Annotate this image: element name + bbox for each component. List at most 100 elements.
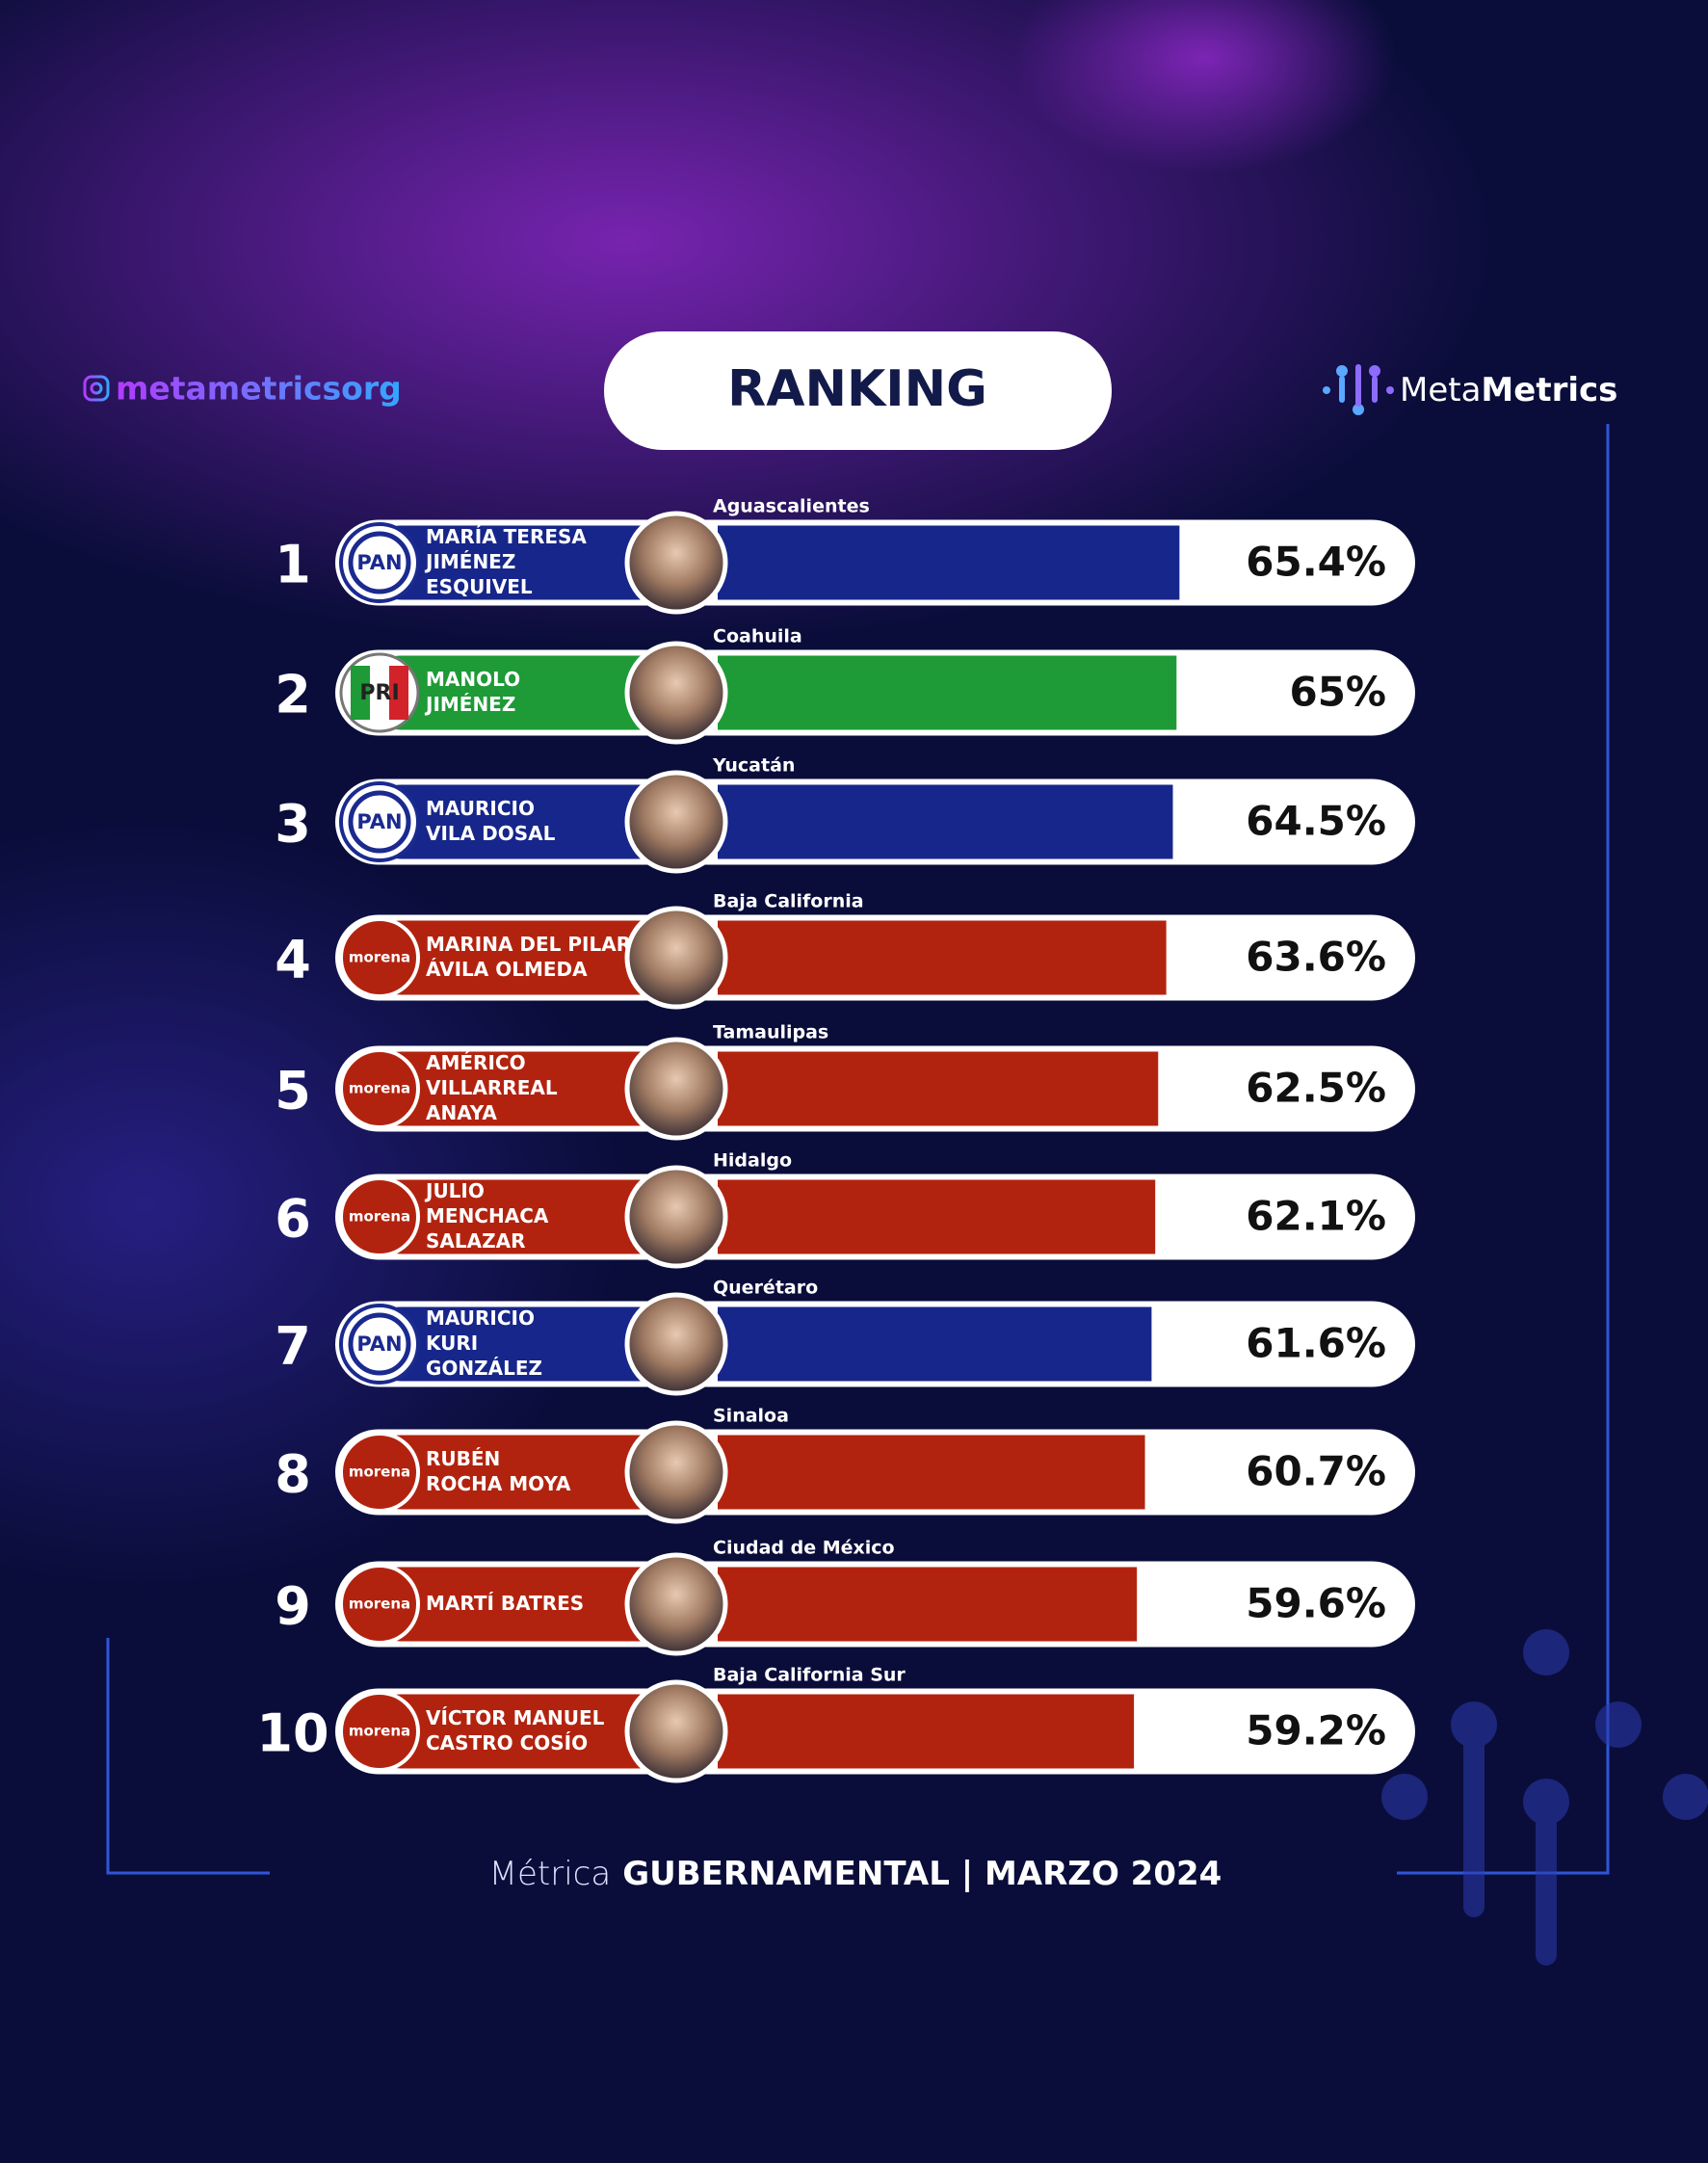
value-label: 60.7%	[1246, 1448, 1386, 1495]
party-name: morena	[349, 1208, 410, 1226]
candidate-photo	[624, 641, 728, 745]
ranking-row: 2 PRI MANOLO JIMÉNEZ Coahuila 65%	[275, 626, 1415, 745]
bar	[718, 1694, 1135, 1769]
party-name: morena	[349, 949, 410, 966]
party-logo	[339, 917, 420, 998]
ranking-row: 10 morena VÍCTOR MANUEL CASTRO COSÍO Baja Ca…	[256, 1665, 1415, 1783]
party-logo	[339, 1432, 420, 1513]
bar	[718, 1567, 1138, 1642]
decor-dots	[1381, 1629, 1708, 1965]
candidate-photo	[624, 1165, 728, 1269]
footer: Métrica GUBERNAMENTAL | MARZO 2024	[489, 1855, 1222, 1893]
ranking-row: 5 morena AMÉRICO VILLARREAL ANAYA Tamaulipas 6…	[275, 1022, 1415, 1141]
candidate-name: MAURICIO VILA DOSAL	[426, 797, 556, 845]
rank: 7	[275, 1316, 311, 1377]
value-label: 64.5%	[1246, 798, 1386, 845]
party-logo	[339, 1176, 420, 1257]
party-name: PAN	[356, 551, 402, 574]
bar	[718, 525, 1180, 600]
ranking-row: 1 PAN MARÍA TERESA JIMÉNEZ ESQUIVEL Aguascali…	[275, 496, 1415, 615]
state: Querétaro	[713, 1278, 818, 1299]
party-name: PAN	[356, 1332, 402, 1356]
party-logo	[339, 1048, 420, 1129]
candidate-photo	[624, 770, 728, 874]
state: Sinaloa	[713, 1406, 789, 1427]
candidate-name: MARÍA TERESA JIMÉNEZ ESQUIVEL	[424, 525, 587, 598]
brand-logo: MetaMetrics	[1400, 371, 1617, 409]
state: Baja California Sur	[713, 1665, 906, 1686]
glow	[0, 819, 626, 1590]
rank: 3	[275, 794, 311, 855]
rank: 4	[275, 930, 311, 990]
value-label: 65.4%	[1246, 539, 1386, 586]
party-logo-ring	[348, 790, 411, 854]
value-label: 62.1%	[1246, 1193, 1386, 1240]
party-name: morena	[349, 1080, 410, 1097]
candidate-photo	[624, 1679, 728, 1783]
candidate-photo	[624, 1037, 728, 1141]
brand-bold: Metrics	[1481, 371, 1617, 409]
state: Ciudad de México	[713, 1538, 895, 1559]
party-logo-ring	[348, 531, 411, 594]
rank: 6	[275, 1189, 311, 1250]
state: Baja California	[713, 891, 864, 912]
state: Yucatán	[712, 755, 795, 777]
candidate-photo	[624, 1552, 728, 1656]
ranking-row: 9 morena MARTÍ BATRES Ciudad de México 59.6%	[275, 1538, 1415, 1656]
footer-light: Métrica	[489, 1855, 612, 1893]
frame-line	[106, 1638, 270, 1875]
brand-light: Meta	[1400, 371, 1481, 409]
party-name: morena	[349, 1723, 410, 1740]
handle: metametricsorg	[116, 370, 402, 408]
footer-bold: GUBERNAMENTAL | MARZO 2024	[622, 1855, 1222, 1893]
bar	[718, 1051, 1159, 1126]
bar	[718, 920, 1167, 995]
value-label: 59.2%	[1246, 1707, 1386, 1754]
candidate-name: JULIO MENCHACA SALAZAR	[424, 1179, 549, 1253]
bar	[718, 1435, 1145, 1510]
bar	[718, 784, 1173, 859]
candidate-name: MARTÍ BATRES	[426, 1592, 584, 1615]
state: Hidalgo	[713, 1150, 792, 1172]
brand-icon	[1323, 364, 1394, 415]
party-name: PAN	[356, 810, 402, 833]
party-logo-red	[389, 666, 408, 720]
rank: 8	[275, 1444, 311, 1505]
state: Coahuila	[713, 626, 802, 647]
candidate-photo	[624, 511, 728, 615]
candidate-name: AMÉRICO VILLARREAL ANAYA	[426, 1051, 558, 1124]
ranking-row: 6 morena JULIO MENCHACA SALAZAR Hidalgo 62.1%	[275, 1150, 1415, 1269]
candidate-photo	[624, 906, 728, 1010]
value-label: 59.6%	[1246, 1580, 1386, 1627]
ranking-row: 7 PAN MAURICIO KURI GONZÁLEZ Querétaro 61.6%	[275, 1278, 1415, 1396]
ranking-row: 4 morena MARINA DEL PILAR ÁVILA OLMEDA Baja …	[275, 891, 1415, 1010]
value-label: 61.6%	[1246, 1320, 1386, 1367]
value-label: 62.5%	[1246, 1065, 1386, 1112]
party-logo-green	[351, 666, 370, 720]
rank: 9	[275, 1576, 311, 1637]
chart-title: RANKING	[727, 360, 987, 418]
state: Tamaulipas	[713, 1022, 828, 1043]
party-logo	[339, 1564, 420, 1645]
ranking-row: 3 PAN MAURICIO VILA DOSAL Yucatán 64.5%	[275, 755, 1415, 874]
candidate-name: MARINA DEL PILAR ÁVILA OLMEDA	[426, 933, 631, 981]
party-logo-ring	[348, 1312, 411, 1376]
rank: 1	[275, 535, 311, 595]
glow	[1012, 0, 1397, 173]
title-pill	[604, 331, 1112, 450]
rank: 10	[256, 1703, 328, 1764]
bar	[718, 655, 1177, 730]
candidate-name: MANOLO JIMÉNEZ	[424, 668, 520, 716]
party-name: morena	[349, 1596, 410, 1613]
value-label: 63.6%	[1246, 934, 1386, 981]
candidate-name: MAURICIO KURI GONZÁLEZ	[426, 1306, 542, 1380]
value-label: 65%	[1289, 669, 1386, 716]
ranking-row: 8 morena RUBÉN ROCHA MOYA Sinaloa 60.7%	[275, 1406, 1415, 1524]
state: Aguascalientes	[713, 496, 870, 517]
instagram-icon	[90, 382, 103, 395]
candidate-photo	[624, 1292, 728, 1396]
candidate-name: VÍCTOR MANUEL CASTRO COSÍO	[426, 1706, 605, 1754]
party-name: morena	[349, 1464, 410, 1481]
candidate-name: RUBÉN ROCHA MOYA	[426, 1447, 571, 1495]
